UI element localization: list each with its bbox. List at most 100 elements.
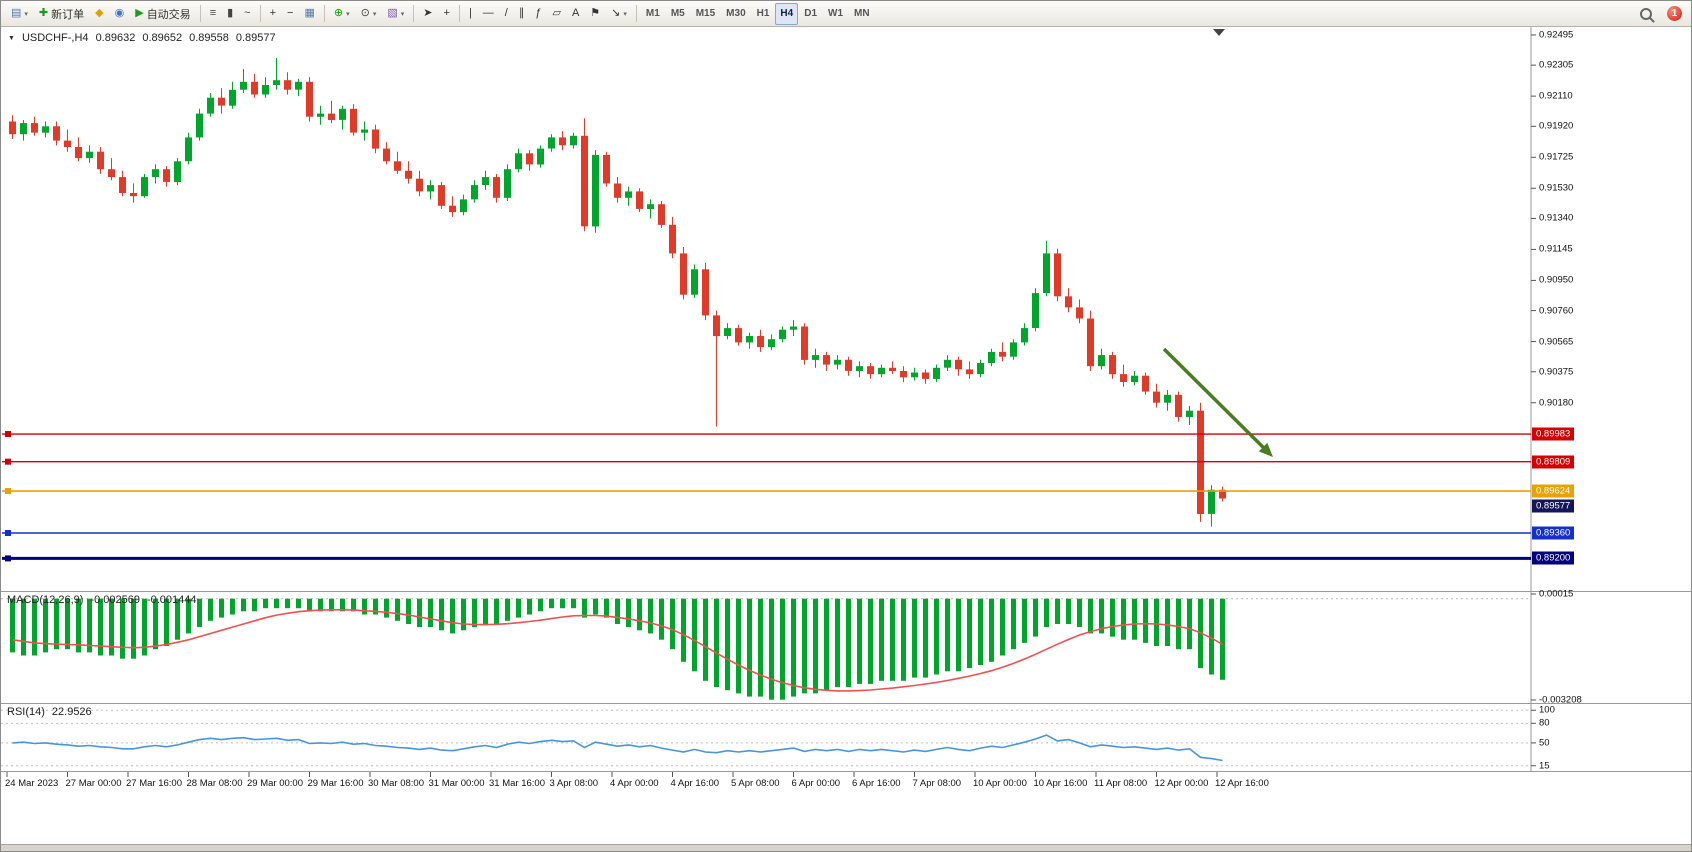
timeframe-mn[interactable]: MN <box>854 8 870 19</box>
timeframe-h1[interactable]: H1 <box>756 8 770 19</box>
notification-badge[interactable]: 1 <box>1667 6 1682 21</box>
candle-body <box>966 369 973 375</box>
macd-histogram-bar <box>1099 598 1104 634</box>
chart-shift-marker[interactable] <box>1213 29 1225 36</box>
candle-body <box>845 359 852 371</box>
timeframe-h4[interactable]: H4 <box>775 2 799 25</box>
price-axis-label: 0.91725 <box>1539 151 1574 163</box>
channel-button[interactable]: ∥ <box>514 3 530 25</box>
candle-body <box>581 135 588 227</box>
macd-histogram-bar <box>153 598 158 650</box>
timeframe-m5[interactable]: M5 <box>670 8 685 19</box>
macd-histogram-bar <box>868 598 873 684</box>
trendline-button[interactable]: / <box>500 3 513 25</box>
community-button[interactable]: ◉ <box>110 3 130 25</box>
macd-histogram-bar <box>307 598 312 612</box>
time-axis-label: 28 Mar 08:00 <box>186 778 243 789</box>
candle-body <box>911 372 918 378</box>
macd-histogram-bar <box>571 598 576 609</box>
chart-dropdown-icon[interactable]: ▼ <box>8 34 15 42</box>
cursor-button[interactable]: ➤ <box>418 3 437 25</box>
candle-body <box>636 191 643 209</box>
macd-histogram-bar <box>21 598 26 656</box>
templates-button[interactable]: ▧ ▾ <box>382 3 409 25</box>
level-handle[interactable] <box>5 555 11 562</box>
level-price-badge[interactable]: 0.89624 <box>1532 484 1575 498</box>
trend-arrow[interactable] <box>1162 347 1269 453</box>
candle-body <box>504 169 511 198</box>
candle-body <box>53 126 60 141</box>
timeframe-m15[interactable]: M15 <box>695 8 716 19</box>
candle-body <box>647 204 654 209</box>
macd-histogram-bar <box>934 598 939 675</box>
level-price-badge[interactable]: 0.89200 <box>1532 551 1575 565</box>
macd-histogram-bar <box>681 598 686 662</box>
vertical-line-button[interactable]: | <box>464 3 477 25</box>
macd-histogram-bar <box>912 598 917 678</box>
channel-icon: ∥ <box>518 7 525 19</box>
alerts-button[interactable]: ◆ <box>90 3 108 25</box>
macd-histogram-bar <box>978 598 983 665</box>
text-button[interactable]: A <box>567 3 584 25</box>
search-button[interactable] <box>1635 3 1657 25</box>
trend-arrow-head[interactable] <box>1258 442 1273 457</box>
level-price-badge[interactable]: 0.89809 <box>1532 455 1575 469</box>
level-price-badge[interactable]: 0.89983 <box>1532 427 1575 441</box>
level-handle[interactable] <box>5 529 11 536</box>
macd-histogram-bar <box>857 598 862 684</box>
chart-line-button[interactable]: ~ <box>239 3 255 25</box>
new-order-button[interactable]: ✚ 新订单 <box>34 3 89 25</box>
candle-body <box>262 85 269 95</box>
candle-body <box>1032 293 1039 328</box>
trendline-icon: / <box>504 7 508 19</box>
crosshair-button[interactable]: + <box>439 3 455 25</box>
tile-windows-button[interactable]: ▦ <box>299 3 319 25</box>
price-axis-label: 0.90760 <box>1539 305 1574 317</box>
candle-body <box>251 81 258 95</box>
ohlc-close: 0.89577 <box>235 32 276 44</box>
timeframe-m30[interactable]: M30 <box>726 8 746 19</box>
shapes-button[interactable]: ▱ <box>547 3 565 25</box>
rsi-axis-label: 50 <box>1539 737 1550 749</box>
macd-histogram-bar <box>747 598 752 697</box>
candle-body <box>1142 375 1149 392</box>
candle-body <box>174 161 181 182</box>
time-axis-label: 30 Mar 08:00 <box>368 778 424 789</box>
candle-body <box>449 205 456 213</box>
autotrading-button[interactable]: ▶ 自动交易 <box>130 3 195 25</box>
chart-candles-button[interactable]: ▮ <box>222 3 238 25</box>
horizontal-line-button[interactable]: — <box>478 3 499 25</box>
candle-body <box>482 177 489 185</box>
timeframe-m1[interactable]: M1 <box>645 8 660 19</box>
new-chart-button[interactable]: ▤ ▾ <box>6 3 33 25</box>
cursor-icon: ➤ <box>423 7 433 19</box>
arrows-button[interactable]: ↘ ▾ <box>606 3 632 25</box>
zoom-out-button[interactable]: − <box>282 3 298 25</box>
macd-histogram-bar <box>329 598 334 612</box>
candle-body <box>9 121 16 135</box>
periods-button[interactable]: ⊙ ▾ <box>356 3 382 25</box>
macd-histogram-bar <box>560 598 565 609</box>
community-icon: ◉ <box>114 7 125 19</box>
time-axis-label: 6 Apr 16:00 <box>852 778 901 789</box>
level-handle[interactable] <box>5 458 11 465</box>
level-handle[interactable] <box>5 431 11 438</box>
candle-body <box>1054 253 1061 297</box>
candle-body <box>1076 307 1083 319</box>
zoom-in-button[interactable]: + <box>265 3 281 25</box>
fibonacci-button[interactable]: ƒ <box>530 3 546 25</box>
rsi-line <box>12 734 1223 762</box>
label-button[interactable]: ⚑ <box>585 3 605 25</box>
toolbar-separator <box>635 5 637 22</box>
timeframe-d1[interactable]: D1 <box>804 8 818 19</box>
indicators-button[interactable]: ⊕ ▾ <box>329 3 355 25</box>
timeframe-w1[interactable]: W1 <box>828 8 844 19</box>
horizontal-scrollbar[interactable] <box>1 844 1691 851</box>
level-price-badge[interactable]: 0.89360 <box>1532 526 1575 540</box>
macd-histogram-bar <box>175 598 180 640</box>
macd-histogram-bar <box>1209 598 1214 675</box>
chevron-down-icon: ▾ <box>24 10 28 18</box>
level-handle[interactable] <box>5 488 11 495</box>
chart-bars-button[interactable]: ≡ <box>205 3 221 25</box>
